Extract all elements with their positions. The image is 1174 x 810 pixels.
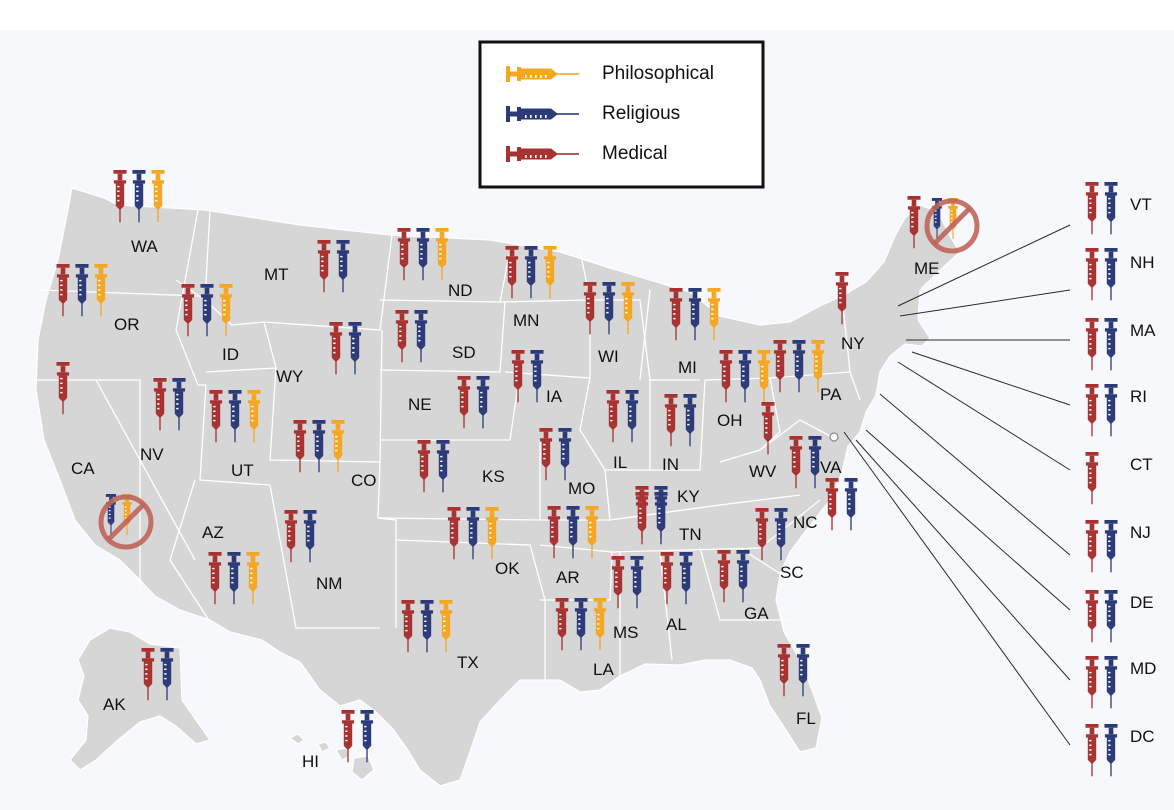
state-me-exemptions bbox=[907, 196, 980, 254]
state-label-ca: CA bbox=[71, 459, 95, 478]
state-label-ky: KY bbox=[677, 487, 700, 506]
leader-lines bbox=[843, 224, 1071, 746]
legend-medical-label: Medical bbox=[602, 143, 667, 164]
state-label-ia: IA bbox=[546, 387, 563, 406]
state-label-sc: SC bbox=[780, 563, 804, 582]
state-ca-exemptions bbox=[56, 362, 154, 550]
dc-marker bbox=[829, 432, 839, 442]
state-label-il: IL bbox=[613, 453, 627, 472]
state-label-ks: KS bbox=[482, 467, 505, 486]
state-label-hi: HI bbox=[302, 752, 319, 771]
state-label-in: IN bbox=[662, 455, 679, 474]
state-label-sd: SD bbox=[452, 343, 476, 362]
state-label-ri: RI bbox=[1130, 387, 1147, 406]
state-label-mi: MI bbox=[678, 358, 697, 377]
state-label-mo: MO bbox=[568, 479, 595, 498]
state-label-la: LA bbox=[593, 660, 614, 679]
state-label-wy: WY bbox=[276, 367, 303, 386]
state-label-nd: ND bbox=[448, 281, 473, 300]
state-label-al: AL bbox=[666, 615, 687, 634]
state-label-ma: MA bbox=[1130, 321, 1156, 340]
state-label-dc: DC bbox=[1130, 727, 1155, 746]
state-label-co: CO bbox=[351, 471, 377, 490]
removed-exemptions-prohibited-icon bbox=[924, 198, 980, 254]
state-label-wa: WA bbox=[131, 237, 158, 256]
prohibited-circle-icon bbox=[98, 494, 154, 550]
legend: Philosophical Religious Medical bbox=[478, 40, 765, 189]
state-label-tx: TX bbox=[457, 653, 479, 672]
removed-exemptions-prohibited-icon bbox=[98, 494, 154, 550]
state-label-ny: NY bbox=[841, 334, 865, 353]
state-label-wi: WI bbox=[598, 347, 619, 366]
state-label-wv: WV bbox=[749, 462, 777, 481]
land-layer bbox=[35, 187, 961, 787]
state-label-mn: MN bbox=[513, 311, 539, 330]
state-label-me: ME bbox=[914, 259, 940, 278]
state-label-vt: VT bbox=[1130, 195, 1152, 214]
prohibited-slash-icon bbox=[106, 502, 146, 542]
state-label-ok: OK bbox=[495, 559, 520, 578]
state-label-ut: UT bbox=[231, 461, 254, 480]
state-label-az: AZ bbox=[202, 523, 224, 542]
prohibited-circle-icon bbox=[924, 198, 980, 254]
state-labels: WA OR CA NV ID MT WY UT AZ CO NM ND SD NE KS OK TX MN IA MO… bbox=[71, 195, 1156, 771]
state-label-nh: NH bbox=[1130, 253, 1155, 272]
state-label-nm: NM bbox=[316, 574, 342, 593]
legend-religious-label: Religious bbox=[602, 103, 680, 124]
state-label-de: DE bbox=[1130, 593, 1154, 612]
state-label-ne: NE bbox=[408, 395, 432, 414]
state-icons bbox=[56, 170, 1118, 777]
legend-philosophical-label: Philosophical bbox=[602, 63, 714, 84]
hawaii-landmass bbox=[289, 733, 375, 781]
state-label-ct: CT bbox=[1130, 455, 1153, 474]
state-label-or: OR bbox=[114, 315, 140, 334]
state-label-nv: NV bbox=[140, 445, 164, 464]
state-label-mt: MT bbox=[264, 265, 289, 284]
state-label-pa: PA bbox=[820, 385, 842, 404]
state-label-md: MD bbox=[1130, 659, 1156, 678]
state-label-nc: NC bbox=[793, 513, 818, 532]
state-label-ms: MS bbox=[613, 623, 639, 642]
state-label-id: ID bbox=[222, 345, 239, 364]
state-label-nj: NJ bbox=[1130, 523, 1151, 542]
state-label-fl: FL bbox=[796, 709, 816, 728]
state-label-ar: AR bbox=[556, 568, 580, 587]
state-label-oh: OH bbox=[717, 411, 743, 430]
prohibited-slash-icon bbox=[932, 206, 972, 246]
state-label-tn: TN bbox=[679, 525, 702, 544]
state-label-va: VA bbox=[820, 458, 842, 477]
state-label-ak: AK bbox=[103, 695, 126, 714]
alaska-landmass bbox=[69, 627, 211, 771]
state-label-ga: GA bbox=[744, 604, 769, 623]
